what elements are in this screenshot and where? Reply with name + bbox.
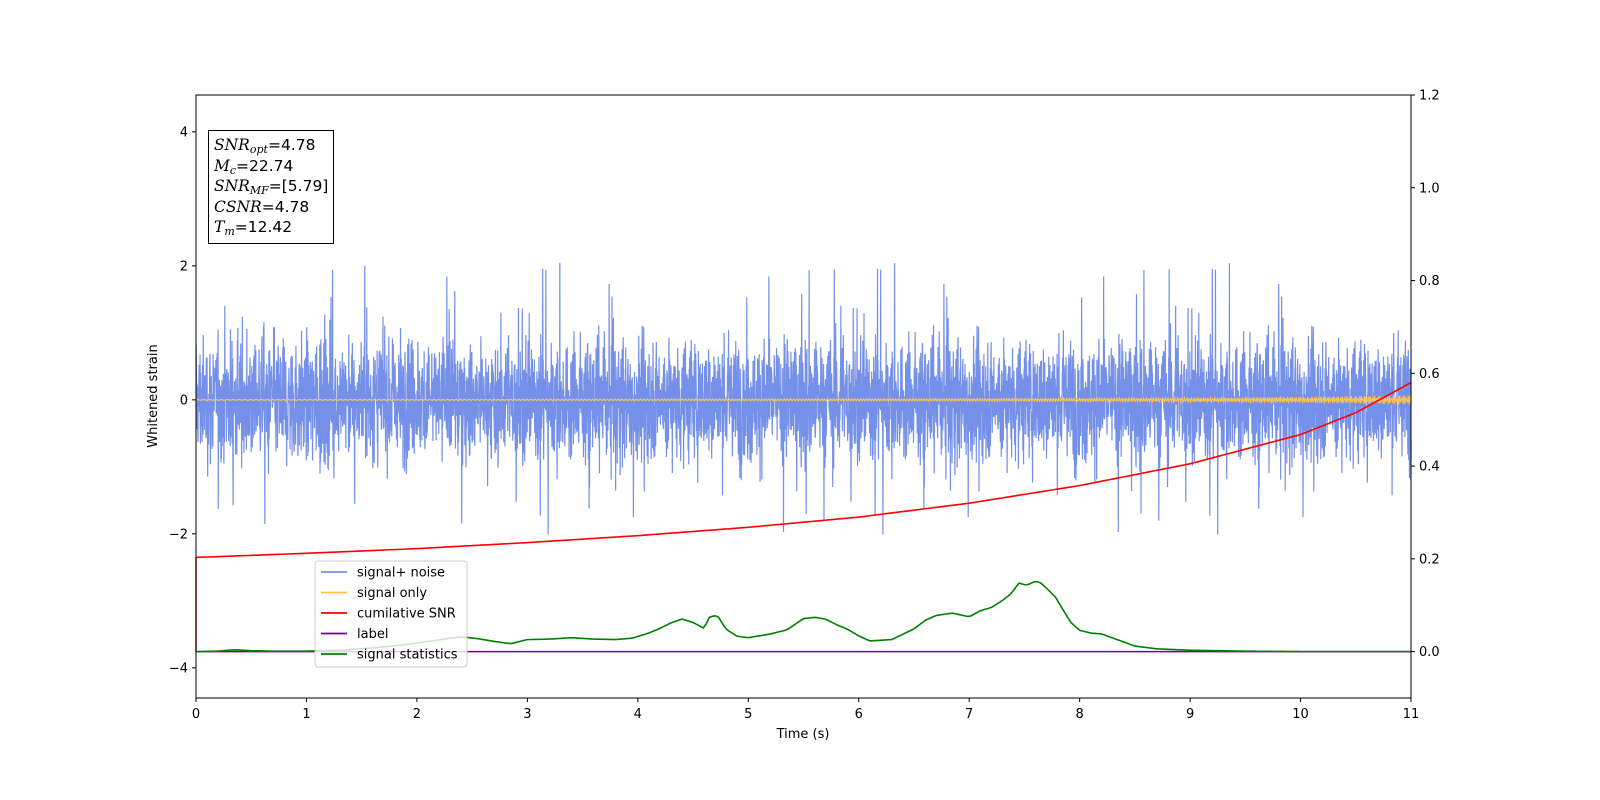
x-tick-label: 9 — [1186, 707, 1194, 722]
y-tick-label: 2 — [180, 259, 188, 274]
y2-tick-label: 0.2 — [1419, 552, 1440, 567]
x-tick-label: 4 — [634, 707, 642, 722]
x-tick-label: 8 — [1075, 707, 1083, 722]
plot-frame — [195, 94, 1412, 699]
snr-opt-line: SNRopt=4.78 — [214, 136, 316, 156]
legend-entry: label — [357, 627, 388, 642]
x-tick-label: 5 — [744, 707, 752, 722]
legend-box — [314, 560, 468, 668]
legend-entry: signal only — [357, 586, 427, 601]
x-tick-label: 7 — [965, 707, 973, 722]
series-signal-only — [195, 395, 1412, 405]
y-tick-label: 0 — [180, 393, 188, 408]
y-tick-label: −4 — [169, 661, 188, 676]
x-tick-label: 3 — [523, 707, 531, 722]
series-cumulative-snr — [195, 381, 1412, 559]
x-axis-label: Time (s) — [776, 727, 830, 742]
x-tick-label: 10 — [1292, 707, 1309, 722]
x-tick-label: 1 — [302, 707, 310, 722]
y2-tick-label: 0.6 — [1419, 367, 1440, 382]
x-tick-label: 11 — [1403, 707, 1420, 722]
csnr-line: CSNR=4.78 — [214, 197, 310, 216]
y2-tick-label: 0.4 — [1419, 460, 1440, 475]
snr-mf-line: SNRMF=[5.79] — [214, 177, 329, 197]
mc-line: Mc=22.74 — [214, 156, 294, 177]
x-tick-label: 6 — [855, 707, 863, 722]
x-tick-label: 0 — [192, 707, 200, 722]
tm-line: Tm=12.42 — [214, 218, 293, 238]
y-tick-label: −2 — [169, 527, 188, 542]
y2-tick-label: 0.8 — [1419, 274, 1440, 289]
y2-tick-label: 1.2 — [1419, 89, 1440, 104]
series-signal-noise — [195, 263, 1412, 535]
x-tick-label: 2 — [413, 707, 421, 722]
legend: signal+ noise signal only cumilative SNR la… — [314, 560, 468, 668]
y2-tick-label: 1.0 — [1419, 181, 1440, 196]
y2-tick-label: 0.0 — [1419, 645, 1440, 660]
legend-entry: signal statistics — [357, 648, 458, 663]
info-box: SNRopt=4.78 Mc=22.74 SNRMF=[5.79] CSNR=4… — [208, 130, 335, 244]
y-tick-label: 4 — [180, 125, 188, 140]
y-axis-label: Whitened strain — [146, 344, 161, 447]
legend-entry: cumilative SNR — [357, 607, 456, 622]
legend-entry: signal+ noise — [357, 566, 445, 581]
ticks-layer: 0 1 2 3 4 5 6 7 8 9 10 11 −4 −2 0 2 4 0.0 0.2 0.4 0.6 0.8 1.0 1… — [169, 89, 1440, 723]
